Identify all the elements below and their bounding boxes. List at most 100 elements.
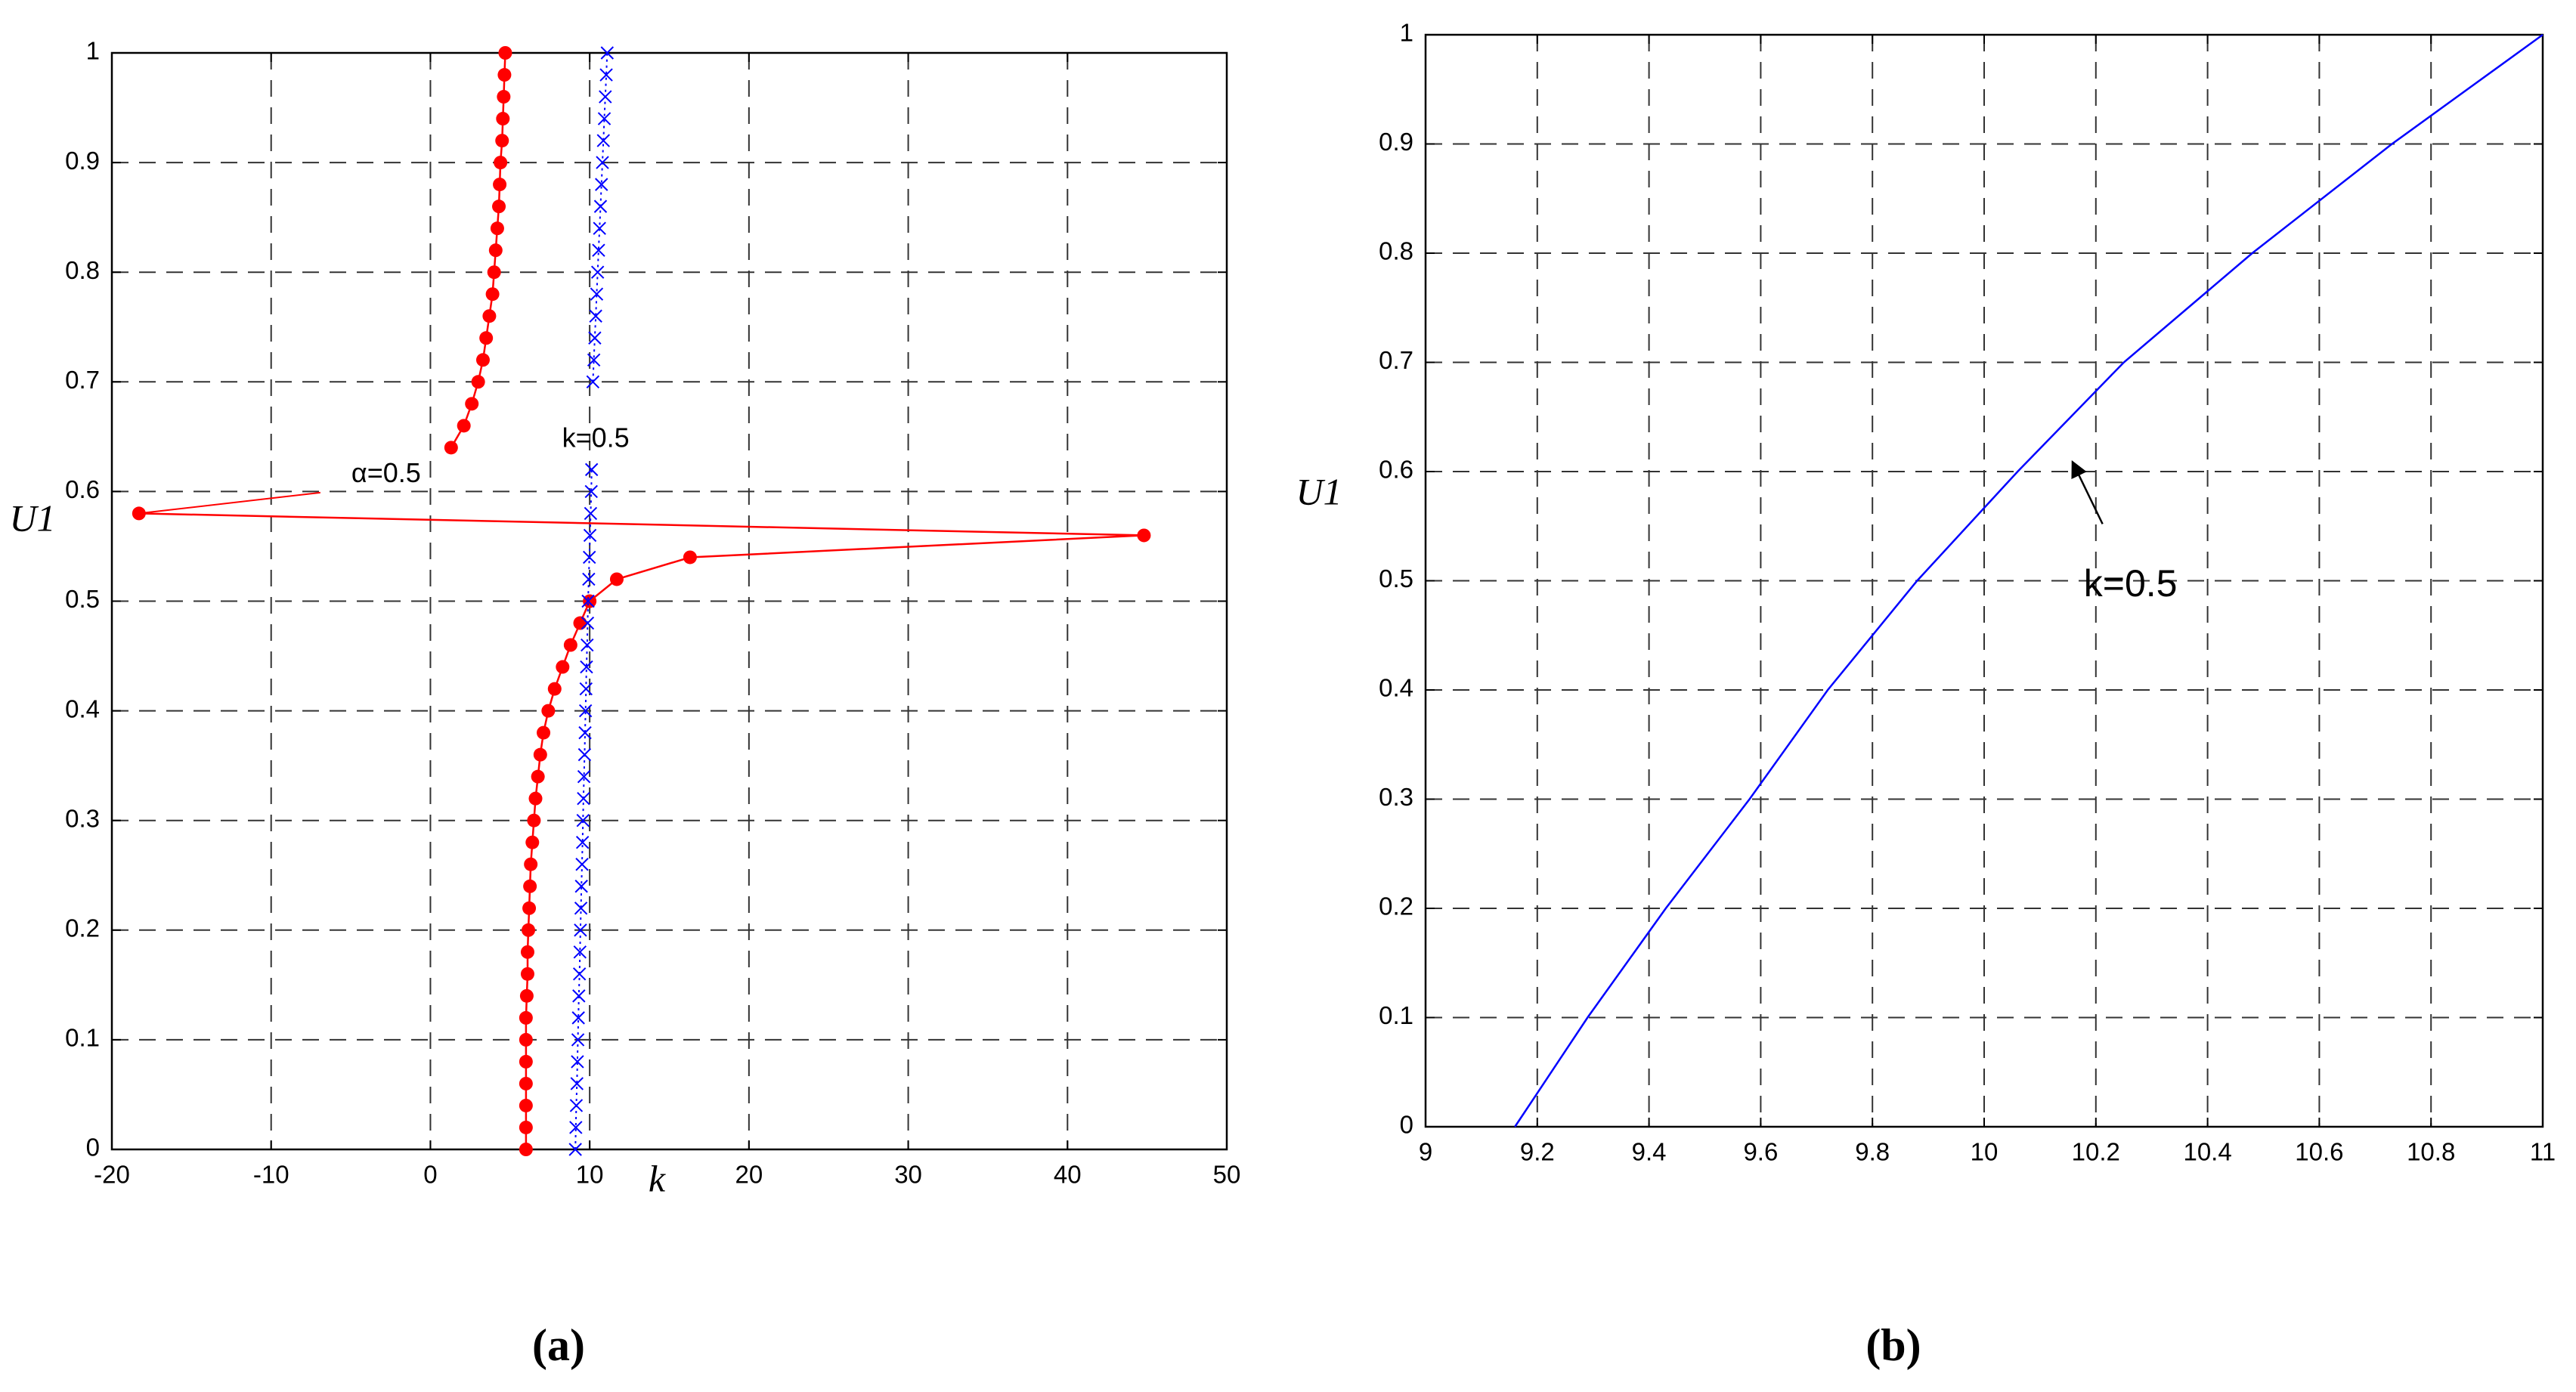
point xyxy=(581,638,594,652)
point xyxy=(563,638,577,652)
point xyxy=(497,90,511,104)
x-axis-label: k xyxy=(649,1157,666,1199)
x-tick-label: 10.8 xyxy=(2407,1138,2455,1166)
point xyxy=(583,528,597,543)
point xyxy=(575,858,589,871)
point xyxy=(531,769,545,784)
x-tick-label: -10 xyxy=(253,1161,289,1189)
point xyxy=(599,68,613,82)
point xyxy=(584,484,598,499)
y-axis-label: U1 xyxy=(9,496,55,539)
point xyxy=(556,660,570,674)
series-line xyxy=(1514,33,2543,1128)
point xyxy=(584,506,598,521)
y-tick-label: 0.7 xyxy=(1379,346,1413,374)
x-tick-label: 11 xyxy=(2530,1138,2556,1166)
point xyxy=(579,682,593,696)
x-tick-label: 10.2 xyxy=(2072,1138,2120,1166)
point xyxy=(571,1011,585,1025)
x-tick-label: 10 xyxy=(576,1161,604,1189)
x-tick-label: -20 xyxy=(94,1161,130,1189)
point xyxy=(541,704,556,718)
point xyxy=(577,791,590,806)
y-tick-label: 0.9 xyxy=(1379,128,1413,156)
point xyxy=(584,462,599,477)
y-tick-label: 0.3 xyxy=(65,804,100,832)
point xyxy=(487,265,501,280)
y-tick-label: 0.8 xyxy=(65,256,100,284)
point xyxy=(570,1077,584,1090)
x-tick-label: 10.6 xyxy=(2295,1138,2343,1166)
y-tick-label: 0.5 xyxy=(1379,565,1413,592)
point xyxy=(593,221,606,235)
point xyxy=(524,857,538,871)
point xyxy=(580,660,593,674)
point xyxy=(457,419,471,433)
point xyxy=(572,989,586,1003)
point xyxy=(479,331,494,345)
point xyxy=(595,178,608,191)
point xyxy=(495,134,509,148)
point xyxy=(471,375,485,389)
point xyxy=(574,880,588,893)
point xyxy=(496,112,510,126)
point xyxy=(577,747,592,762)
point xyxy=(581,616,595,630)
y-tick-label: 1 xyxy=(86,37,100,65)
x-tick-label: 9.6 xyxy=(1743,1138,1778,1166)
point xyxy=(520,945,534,959)
point xyxy=(575,836,590,849)
x-tick-label: 20 xyxy=(735,1161,763,1189)
annotation: k=0.5 xyxy=(2084,562,2178,605)
x-tick-label: 10 xyxy=(1971,1138,1999,1166)
point xyxy=(569,1099,584,1112)
series-line xyxy=(574,469,593,1150)
point xyxy=(574,902,588,915)
y-tick-label: 0.3 xyxy=(1379,783,1413,811)
point xyxy=(597,112,611,125)
plot-frame xyxy=(1424,33,2544,1128)
caption: (b) xyxy=(1865,1320,1921,1370)
point xyxy=(537,725,551,740)
point xyxy=(583,550,596,565)
y-axis-label: U1 xyxy=(1296,470,1342,512)
point xyxy=(519,1010,533,1025)
point xyxy=(492,200,506,214)
y-tick-label: 0.4 xyxy=(65,694,100,722)
point xyxy=(494,156,508,170)
point xyxy=(599,90,612,104)
point xyxy=(533,747,547,762)
point xyxy=(475,353,490,367)
point xyxy=(497,68,512,82)
point xyxy=(578,704,593,718)
point xyxy=(569,1121,583,1134)
point xyxy=(581,594,595,608)
y-tick-label: 0.2 xyxy=(1379,892,1413,920)
point xyxy=(519,1032,533,1047)
point xyxy=(1137,528,1151,543)
point xyxy=(587,353,601,367)
point xyxy=(683,550,697,565)
y-tick-label: 0.6 xyxy=(65,475,100,503)
point xyxy=(519,1120,533,1134)
x-tick-label: 10.4 xyxy=(2183,1138,2231,1166)
x-tick-label: 30 xyxy=(894,1161,922,1189)
point xyxy=(520,967,534,981)
point xyxy=(590,265,605,279)
point xyxy=(593,200,608,213)
point xyxy=(485,287,500,302)
annotation: k=0.5 xyxy=(562,422,630,453)
y-tick-label: 0.1 xyxy=(65,1024,100,1052)
y-tick-label: 0.5 xyxy=(65,585,100,613)
point xyxy=(444,441,458,455)
point xyxy=(576,813,590,827)
point xyxy=(488,243,503,258)
point xyxy=(578,725,592,740)
point xyxy=(583,594,597,608)
caption: (a) xyxy=(532,1320,585,1370)
x-tick-label: 50 xyxy=(1213,1161,1241,1189)
point xyxy=(573,616,587,630)
point xyxy=(577,769,591,784)
x-tick-label: 9.8 xyxy=(1855,1138,1890,1166)
y-tick-label: 0.1 xyxy=(1379,1001,1413,1029)
